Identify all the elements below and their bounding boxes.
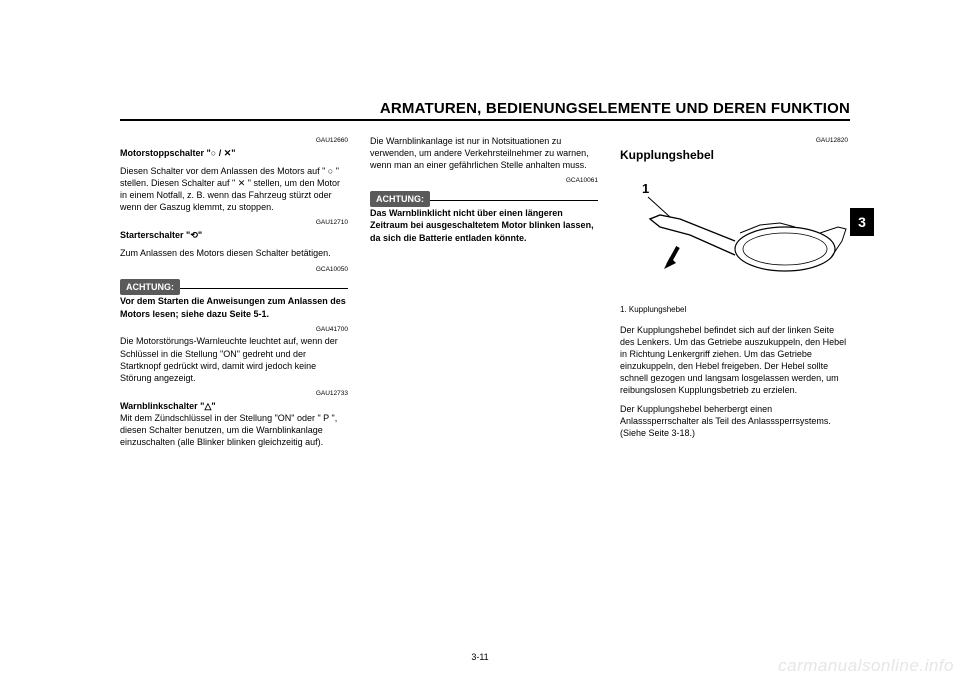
column-3: GAU12820 Kupplungshebel 1 bbox=[620, 135, 848, 454]
caution-text: Vor dem Starten die Anweisungen zum Anla… bbox=[120, 295, 348, 319]
label: " bbox=[211, 401, 215, 411]
label: Warnblinkschalter " bbox=[120, 401, 204, 411]
chapter-tab: 3 bbox=[850, 208, 874, 236]
section-title: Kupplungshebel bbox=[620, 147, 848, 163]
body-text: Mit dem Zündschlüssel in der Stellung "O… bbox=[120, 412, 348, 448]
watermark: carmanualsonline.info bbox=[778, 656, 954, 676]
ref-code: GAU12820 bbox=[620, 137, 848, 146]
caution-badge: ACHTUNG: bbox=[370, 191, 430, 207]
engine-stop-icon: ○ / ✕ bbox=[211, 148, 231, 158]
callout-number: 1 bbox=[642, 181, 649, 196]
body-text: Der Kupplungshebel befindet sich auf der… bbox=[620, 324, 848, 397]
clutch-lever-figure: 1 bbox=[620, 169, 848, 299]
page-header: ARMATUREN, BEDIENUNGSELEMENTE UND DEREN … bbox=[120, 100, 850, 121]
caution-badge: ACHTUNG: bbox=[120, 279, 180, 295]
ref-code: GCA10061 bbox=[370, 177, 598, 186]
label: " bbox=[198, 230, 202, 240]
ref-code: GAU12733 bbox=[120, 390, 348, 399]
ref-code: GAU12710 bbox=[120, 219, 348, 228]
page-content: ARMATUREN, BEDIENUNGSELEMENTE UND DEREN … bbox=[120, 100, 850, 454]
label: " bbox=[231, 148, 235, 158]
body-text: Diesen Schalter vor dem Anlassen des Mot… bbox=[120, 165, 348, 214]
body-text: Die Motorstörungs-Warnleuchte leuchtet a… bbox=[120, 335, 348, 384]
body-text: Der Kupplungshebel beherbergt einen Anla… bbox=[620, 403, 848, 439]
starter-icon: ⟲ bbox=[190, 230, 198, 240]
caution-text: Das Warnblinklicht nicht über einen läng… bbox=[370, 207, 598, 243]
label: Starterschalter " bbox=[120, 230, 190, 240]
ref-code: GCA10050 bbox=[120, 266, 348, 275]
column-layout: GAU12660 Motorstoppschalter "○ / ✕" Dies… bbox=[120, 135, 850, 454]
figure-caption: 1. Kupplungshebel bbox=[620, 305, 848, 316]
clutch-lever-diagram: 1 bbox=[620, 169, 848, 299]
subheading-hazard: Warnblinkschalter "△" bbox=[120, 400, 348, 412]
column-1: GAU12660 Motorstoppschalter "○ / ✕" Dies… bbox=[120, 135, 348, 454]
ref-code: GAU12660 bbox=[120, 137, 348, 146]
ref-code: GAU41700 bbox=[120, 326, 348, 335]
subheading-starter: Starterschalter "⟲" bbox=[120, 229, 348, 241]
body-text: Zum Anlassen des Motors diesen Schalter … bbox=[120, 247, 348, 259]
subheading-motorstopp: Motorstoppschalter "○ / ✕" bbox=[120, 147, 348, 159]
header-title: ARMATUREN, BEDIENUNGSELEMENTE UND DEREN … bbox=[120, 100, 850, 117]
label: Motorstoppschalter " bbox=[120, 148, 211, 158]
page-number: 3-11 bbox=[471, 652, 488, 662]
column-2: Die Warnblinkanlage ist nur in Notsituat… bbox=[370, 135, 598, 454]
body-text: Die Warnblinkanlage ist nur in Notsituat… bbox=[370, 135, 598, 171]
